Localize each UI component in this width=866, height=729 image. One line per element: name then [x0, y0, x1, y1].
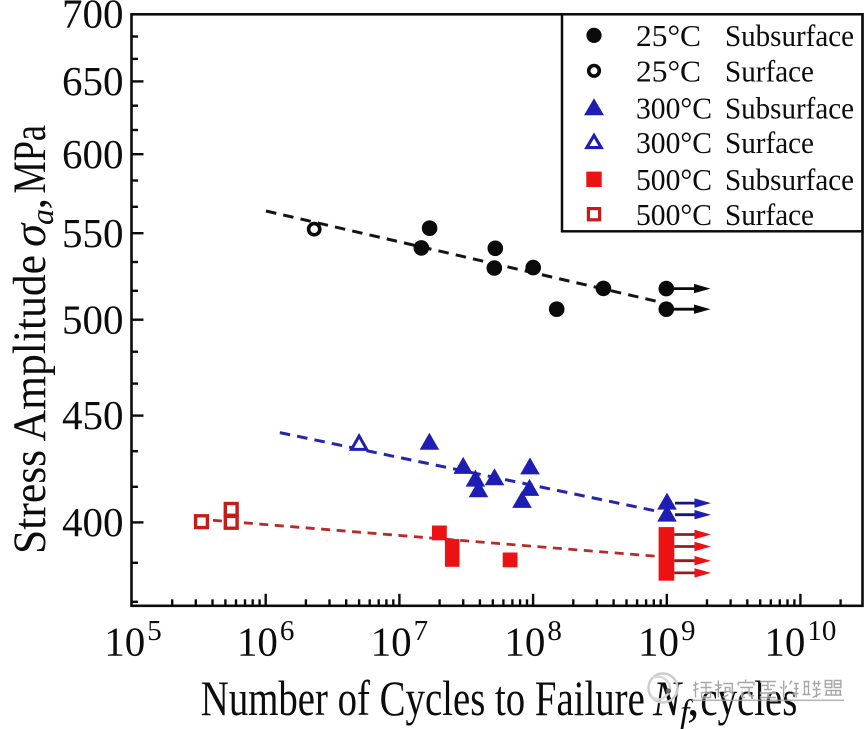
svg-text:,: , — [687, 670, 700, 726]
svg-text:10: 10 — [764, 619, 805, 665]
svg-text:450: 450 — [62, 392, 124, 438]
svg-text:Surface: Surface — [725, 197, 814, 232]
svg-text:Surface: Surface — [725, 125, 814, 160]
svg-text:Subsurface: Subsurface — [725, 162, 854, 197]
svg-text:25°C: 25°C — [636, 54, 701, 89]
svg-text:25°C: 25°C — [636, 18, 701, 53]
svg-text:7: 7 — [414, 615, 429, 647]
svg-text:σ: σ — [4, 222, 56, 247]
svg-text:10: 10 — [371, 619, 412, 665]
svg-text:5: 5 — [147, 615, 162, 647]
svg-text:500°C: 500°C — [636, 162, 712, 197]
svg-text:9: 9 — [681, 615, 696, 647]
svg-text:300°C: 300°C — [636, 125, 712, 160]
svg-text:400: 400 — [62, 499, 124, 545]
svg-text:550: 550 — [62, 210, 124, 256]
svg-text:10: 10 — [638, 619, 679, 665]
svg-text:8: 8 — [547, 615, 562, 647]
svg-text:10: 10 — [807, 615, 836, 647]
svg-text:500°C: 500°C — [636, 197, 712, 232]
svg-text:6: 6 — [280, 615, 295, 647]
svg-text:500: 500 — [62, 296, 124, 342]
svg-text:MPa: MPa — [4, 125, 56, 194]
svg-text:650: 650 — [62, 58, 124, 104]
svg-text:600: 600 — [62, 131, 124, 177]
svg-text:a: a — [24, 209, 60, 225]
svg-text:10: 10 — [237, 619, 278, 665]
svg-text:10: 10 — [104, 619, 145, 665]
svg-text:Stress Amplitude: Stress Amplitude — [4, 255, 56, 554]
svg-text:Subsurface: Subsurface — [725, 90, 854, 125]
svg-text:Subsurface: Subsurface — [725, 18, 854, 53]
svg-text:cycles: cycles — [700, 670, 797, 726]
svg-text:Number of Cycles to Failure: Number of Cycles to Failure — [201, 670, 645, 726]
svg-text:,: , — [4, 198, 56, 210]
svg-text:N: N — [652, 670, 683, 726]
svg-text:10: 10 — [504, 619, 545, 665]
svg-text:700: 700 — [62, 0, 124, 37]
svg-text:Surface: Surface — [725, 54, 814, 89]
svg-text:300°C: 300°C — [636, 90, 712, 125]
